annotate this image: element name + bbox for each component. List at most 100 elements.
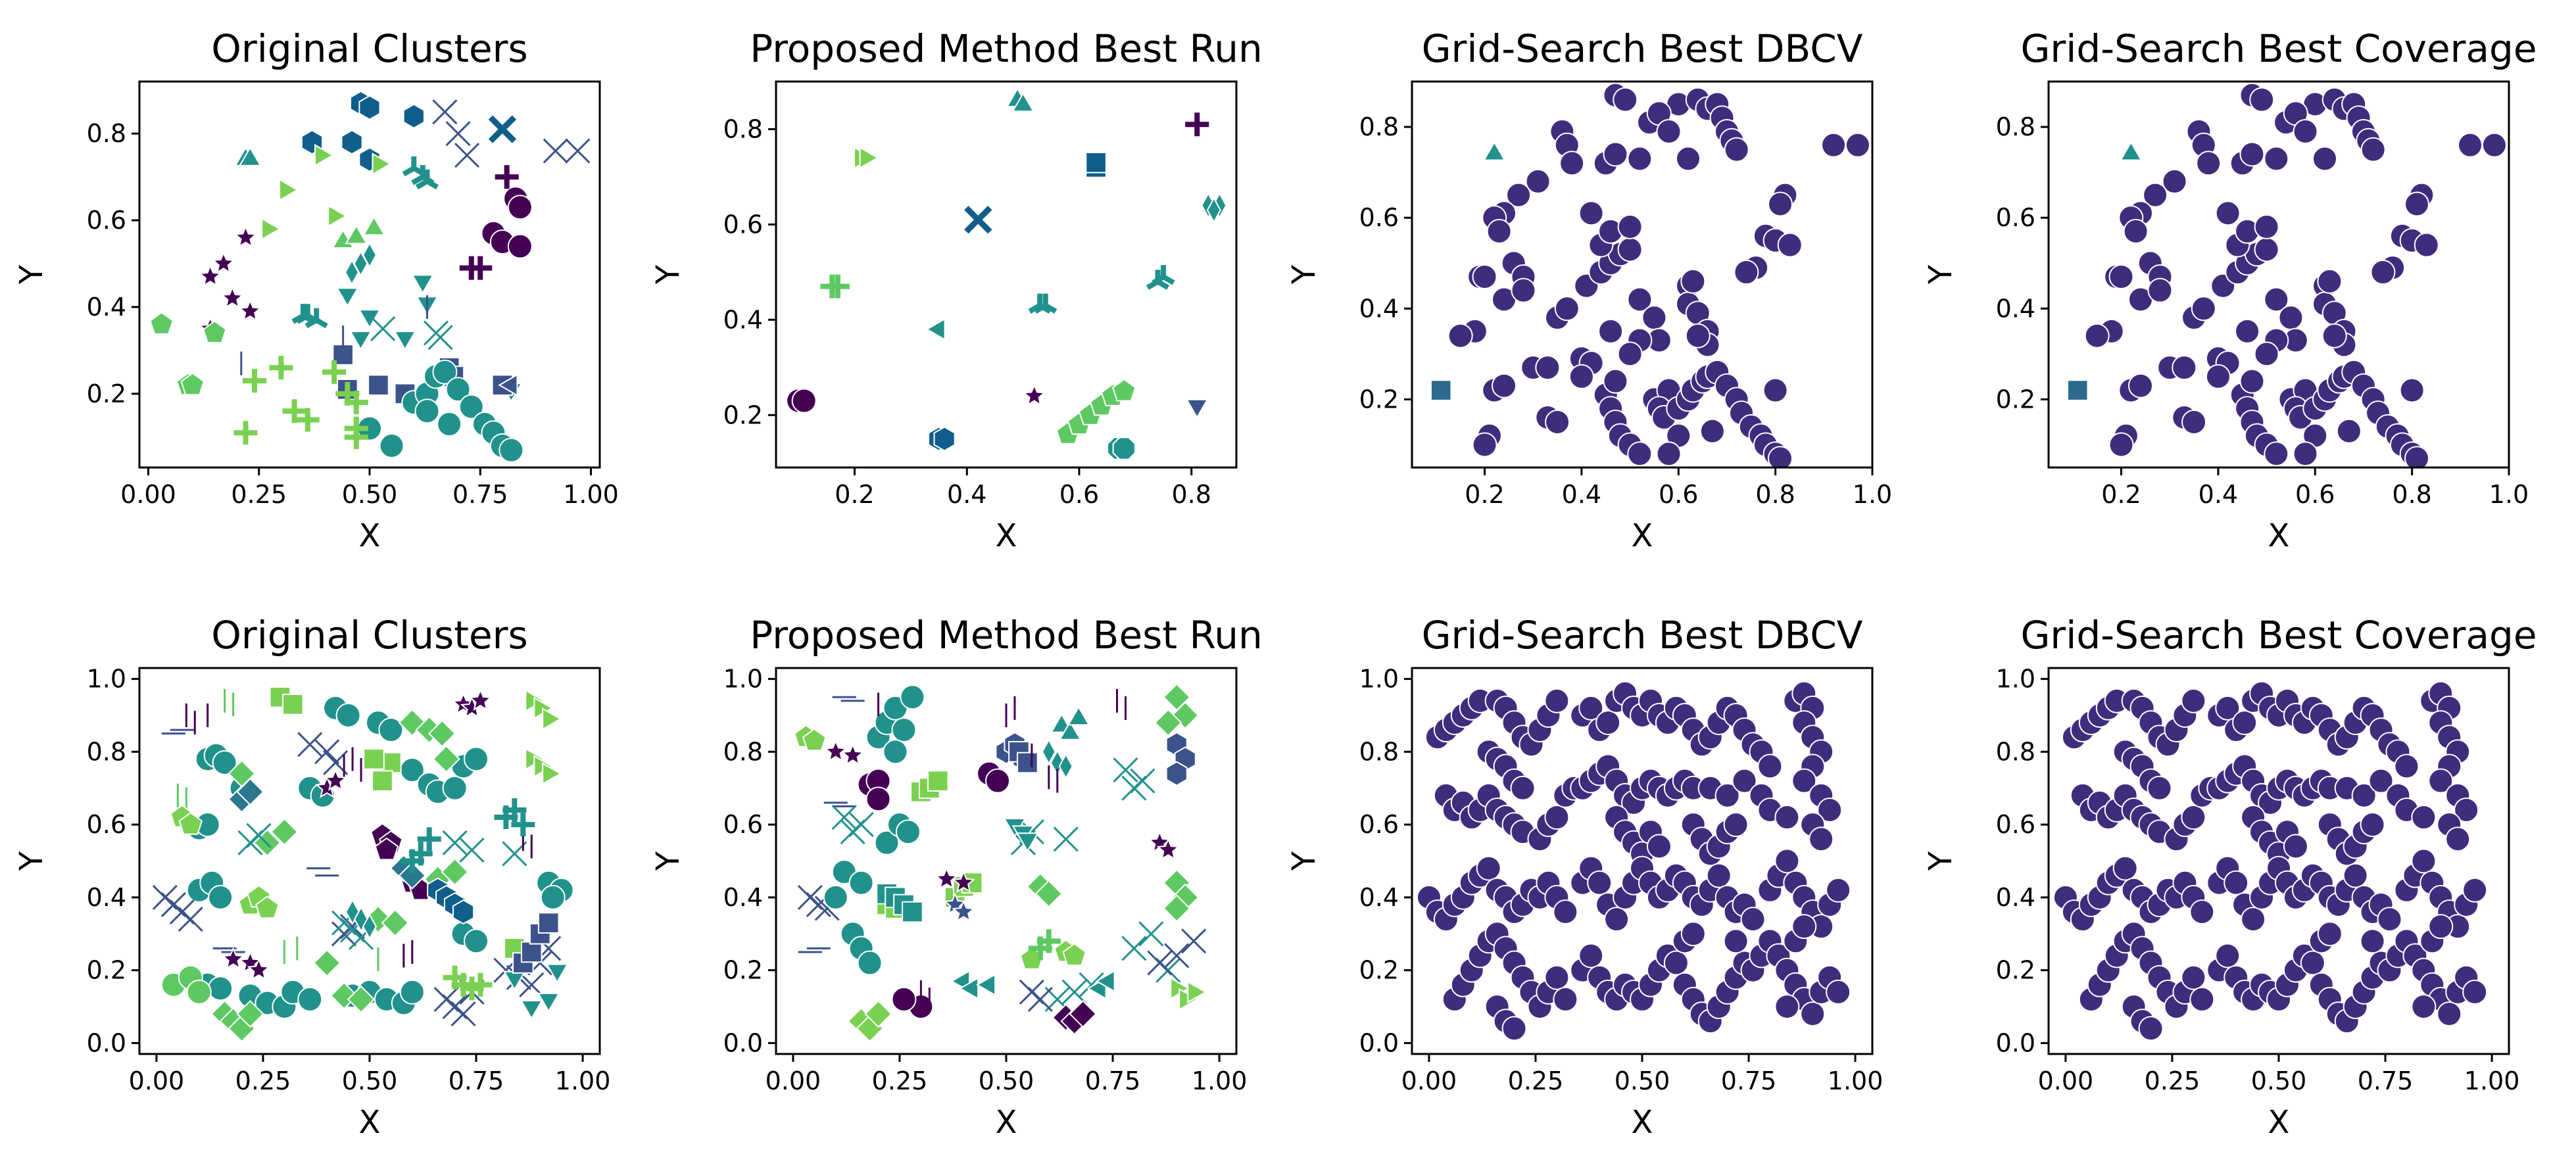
scatter-point xyxy=(519,972,545,997)
y-axis-label: Y xyxy=(13,851,50,871)
scatter-point xyxy=(2283,834,2308,859)
scatter-point xyxy=(372,770,393,792)
chart-title: Proposed Method Best Run xyxy=(750,613,1263,657)
scatter-point xyxy=(2411,994,2437,1020)
x-tick-label: 0.6 xyxy=(1059,480,1099,509)
y-tick-label: 0.8 xyxy=(87,119,126,148)
scatter-point xyxy=(372,152,392,176)
scatter-point xyxy=(2084,323,2110,348)
scatter-point xyxy=(233,225,258,248)
scatter-point xyxy=(297,986,323,1012)
x-tick-label: 0.00 xyxy=(1401,1066,1457,1095)
x-axis-label: X xyxy=(996,517,1017,554)
scatter-point xyxy=(2108,432,2134,458)
scatter-point xyxy=(1587,870,1613,896)
scatter-point xyxy=(246,823,272,848)
scatter-point xyxy=(864,999,892,1028)
subplot-2: 0.2 0.4 0.6 0.8 0.2 0.4 0.6 0.8 Proposed Method … xyxy=(650,26,1263,554)
scatter-point xyxy=(2239,141,2265,167)
scatter-point xyxy=(1578,943,1604,968)
scatter-point xyxy=(1774,848,1800,874)
scatter-point xyxy=(902,901,923,923)
y-tick-label: 0.4 xyxy=(87,293,126,322)
scatter-point xyxy=(2254,237,2279,262)
scatter-point xyxy=(520,1000,543,1020)
chart-title: Grid-Search Best DBCV xyxy=(1422,26,1863,71)
x-tick-label: 0.00 xyxy=(120,480,176,509)
scatter-point xyxy=(427,325,453,350)
scatter-point xyxy=(952,899,976,922)
scatter-point xyxy=(900,684,925,710)
scatter-point xyxy=(2370,260,2396,285)
scatter-point xyxy=(985,768,1011,794)
scatter-point xyxy=(149,312,174,335)
scatter-point xyxy=(393,331,417,351)
scatter-point xyxy=(363,748,385,770)
scatter-point xyxy=(261,217,281,241)
scatter-point xyxy=(1734,260,1759,285)
scatter-point xyxy=(1800,1001,1826,1027)
scatter-point xyxy=(445,377,471,402)
scatter-point xyxy=(378,717,404,743)
scatter-point xyxy=(335,702,361,728)
scatter-point xyxy=(295,408,320,432)
y-tick-label: 0.6 xyxy=(1996,810,2035,839)
scatter-point xyxy=(1187,980,1207,1004)
scatter-point xyxy=(2293,118,2318,144)
scatter-point xyxy=(1757,753,1783,779)
scatter-point xyxy=(2411,848,2437,874)
x-axis-label: X xyxy=(1632,1104,1653,1141)
scatter-point xyxy=(1185,112,1209,137)
scatter-point xyxy=(2181,409,2207,435)
x-tick-label: 0.50 xyxy=(342,480,398,509)
scatter-point xyxy=(2394,753,2419,779)
y-tick-label: 0.2 xyxy=(87,379,126,408)
scatter-point xyxy=(565,138,591,164)
scatter-point xyxy=(1121,775,1147,801)
scatter-point xyxy=(2278,305,2304,331)
x-axis-label: X xyxy=(996,1104,1017,1141)
scatter-point xyxy=(2189,899,2215,925)
scatter-point xyxy=(414,398,440,424)
scatter-point xyxy=(1553,899,1578,925)
scatter-point xyxy=(432,745,460,773)
scatter-point xyxy=(270,817,299,846)
scatter-points xyxy=(149,90,591,463)
scatter-point xyxy=(1791,768,1817,794)
scatter-point xyxy=(2241,907,2266,932)
scatter-point xyxy=(1181,928,1207,954)
scatter-point xyxy=(441,857,469,886)
y-tick-label: 0.8 xyxy=(87,737,126,766)
plot-area xyxy=(776,82,1236,467)
x-tick-label: 0.8 xyxy=(1755,480,1795,509)
scatter-point xyxy=(398,861,427,890)
scatter-point xyxy=(1061,979,1087,1005)
scatter-point xyxy=(1826,979,1851,1005)
scatter-point xyxy=(1069,999,1097,1028)
scatter-point xyxy=(2196,151,2222,176)
scatter-point xyxy=(335,381,360,406)
scatter-point xyxy=(1595,710,1621,736)
y-axis-label: Y xyxy=(1286,851,1323,871)
scatter-point xyxy=(358,95,381,120)
scatter-point xyxy=(1680,921,1706,947)
scatter-point xyxy=(236,778,264,806)
y-tick-label: 0.8 xyxy=(723,737,763,766)
scatter-point xyxy=(1022,383,1046,406)
y-axis-label: Y xyxy=(650,851,687,871)
scatter-point xyxy=(450,1001,476,1027)
scatter-point xyxy=(1723,812,1749,838)
scatter-point xyxy=(1525,168,1551,194)
scatter-point xyxy=(2172,355,2197,381)
scatter-point xyxy=(279,178,299,202)
scatter-point xyxy=(2404,446,2429,467)
scatter-point xyxy=(545,963,569,984)
y-tick-label: 1.0 xyxy=(87,665,126,694)
scatter-point xyxy=(2112,855,2138,881)
scatter-point xyxy=(2143,182,2168,208)
y-tick-label: 0.6 xyxy=(1359,203,1399,232)
scatter-point xyxy=(1112,437,1136,460)
scatter-point xyxy=(442,830,468,855)
scatter-point xyxy=(1598,318,1624,344)
scatter-point xyxy=(1740,907,1766,932)
